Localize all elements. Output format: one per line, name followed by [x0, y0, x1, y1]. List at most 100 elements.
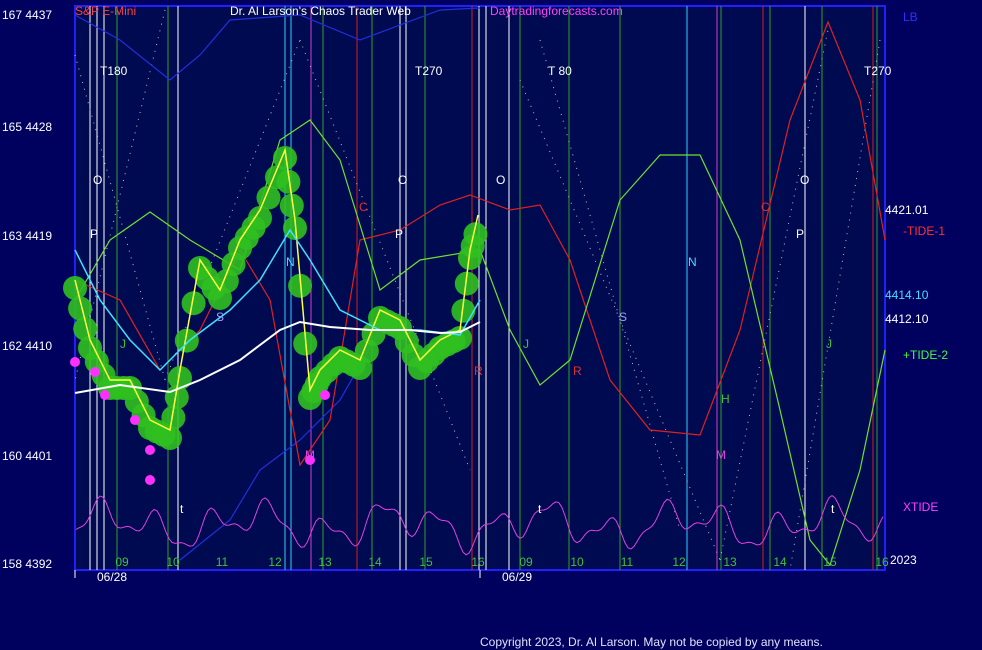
price-blob: [174, 328, 199, 353]
hour-label: 09: [519, 555, 533, 569]
price-blob: [68, 296, 93, 321]
right-label: 4421.01: [885, 203, 929, 217]
marker: C: [761, 200, 770, 214]
price-blob: [63, 276, 87, 300]
marker: M: [305, 448, 315, 462]
dotted-line: [539, 39, 681, 531]
title: Dr. Al Larson's Chaos Trader Web: [230, 4, 411, 18]
copyright: Copyright 2023, Dr. Al Larson. May not b…: [480, 635, 823, 649]
price-dot: [130, 415, 140, 425]
y-label: 160 4401: [2, 449, 52, 463]
white-curve: [74, 320, 481, 394]
right-label: 2023: [890, 553, 917, 567]
marker: J: [120, 337, 126, 351]
y-label: 165 4428: [2, 120, 52, 134]
price-blob: [168, 366, 192, 390]
marker: t: [180, 502, 184, 516]
hour-label: 12: [672, 555, 686, 569]
marker: J: [523, 337, 529, 351]
right-label: -TIDE-1: [903, 224, 945, 238]
hour-label: 13: [723, 555, 737, 569]
hour-label: 16: [875, 555, 889, 569]
hour-label: 10: [570, 555, 584, 569]
dotted-line: [74, 54, 166, 381]
dotted-line: [519, 79, 721, 561]
marker: P: [395, 227, 403, 241]
price-blob: [279, 193, 304, 218]
price-dot: [90, 367, 100, 377]
dotted-line: [299, 39, 471, 471]
curves: [63, 7, 886, 571]
price-blob: [73, 316, 98, 341]
marker: t: [538, 502, 542, 516]
hour-label: 16: [471, 555, 485, 569]
right-label: 4414.10: [885, 288, 929, 302]
marker: O: [496, 173, 505, 187]
price-blob: [161, 405, 186, 430]
hour-labels: 09 10 11 12 13 14 15 16 09 10 11 12 13 14 15 16: [74, 555, 889, 578]
right-label: +TIDE-2: [903, 348, 948, 362]
y-label: 167 4437: [2, 8, 52, 22]
marker: O: [93, 173, 102, 187]
price-dot: [145, 475, 155, 485]
hour-label: 10: [166, 555, 180, 569]
site: Daytradingforecasts.com: [490, 4, 623, 18]
hour-label: 12: [268, 555, 282, 569]
hour-label: 09: [115, 555, 129, 569]
marker: O: [398, 173, 407, 187]
hour-label: 14: [773, 555, 787, 569]
symbol: S&P E-Mini: [75, 4, 136, 18]
xtide-curve: [75, 495, 884, 556]
price-blob: [454, 271, 479, 296]
price-blob: [463, 222, 488, 247]
hour-label: 14: [368, 555, 382, 569]
price-dot: [320, 390, 330, 400]
price-dot: [100, 390, 110, 400]
right-label: XTIDE: [903, 500, 938, 514]
marker: S: [619, 310, 627, 324]
hour-label: 15: [823, 555, 837, 569]
marker: N: [688, 255, 697, 269]
hour-label: 11: [621, 555, 634, 569]
date-label: 06/28: [97, 570, 127, 584]
dotted-line: [164, 39, 301, 381]
price-blob: [248, 206, 272, 230]
price-curve: [74, 147, 479, 432]
y-label: 162 4410: [2, 339, 52, 353]
price-dot: [70, 357, 80, 367]
marker: J: [826, 337, 832, 351]
price-blob: [158, 426, 182, 450]
marker: O: [800, 173, 809, 187]
marker: t: [831, 502, 835, 516]
marker: R: [474, 364, 483, 378]
marker: T180: [100, 64, 128, 78]
marker: T270: [864, 64, 892, 78]
marker: S: [216, 310, 224, 324]
date-label: 06/29: [502, 570, 532, 584]
marker: P: [90, 227, 98, 241]
y-label: 163 4419: [2, 229, 52, 243]
hour-label: 15: [419, 555, 433, 569]
corner: LB: [903, 10, 918, 24]
low-curve: [179, 329, 381, 561]
marker: T 80: [548, 64, 572, 78]
y-label: 158 4392: [2, 557, 52, 571]
price-blob: [276, 169, 301, 194]
marker: H: [721, 392, 730, 406]
hour-label: 13: [318, 555, 332, 569]
cycle-lines: [89, 6, 878, 570]
dotted-line: [719, 19, 831, 561]
dotted-line: [74, 9, 166, 381]
y-axis: 167 4437 165 4428 163 4419 162 4410 160 …: [2, 8, 52, 571]
marker: T270: [415, 64, 443, 78]
marker: N: [286, 255, 295, 269]
price-dot: [145, 445, 155, 455]
marker: C: [359, 200, 368, 214]
price-blob: [181, 291, 206, 316]
top-curve: [74, 7, 481, 81]
right-label: 4412.10: [885, 312, 929, 326]
marker: M: [716, 448, 726, 462]
hour-label: 11: [216, 555, 229, 569]
marker: P: [796, 227, 804, 241]
